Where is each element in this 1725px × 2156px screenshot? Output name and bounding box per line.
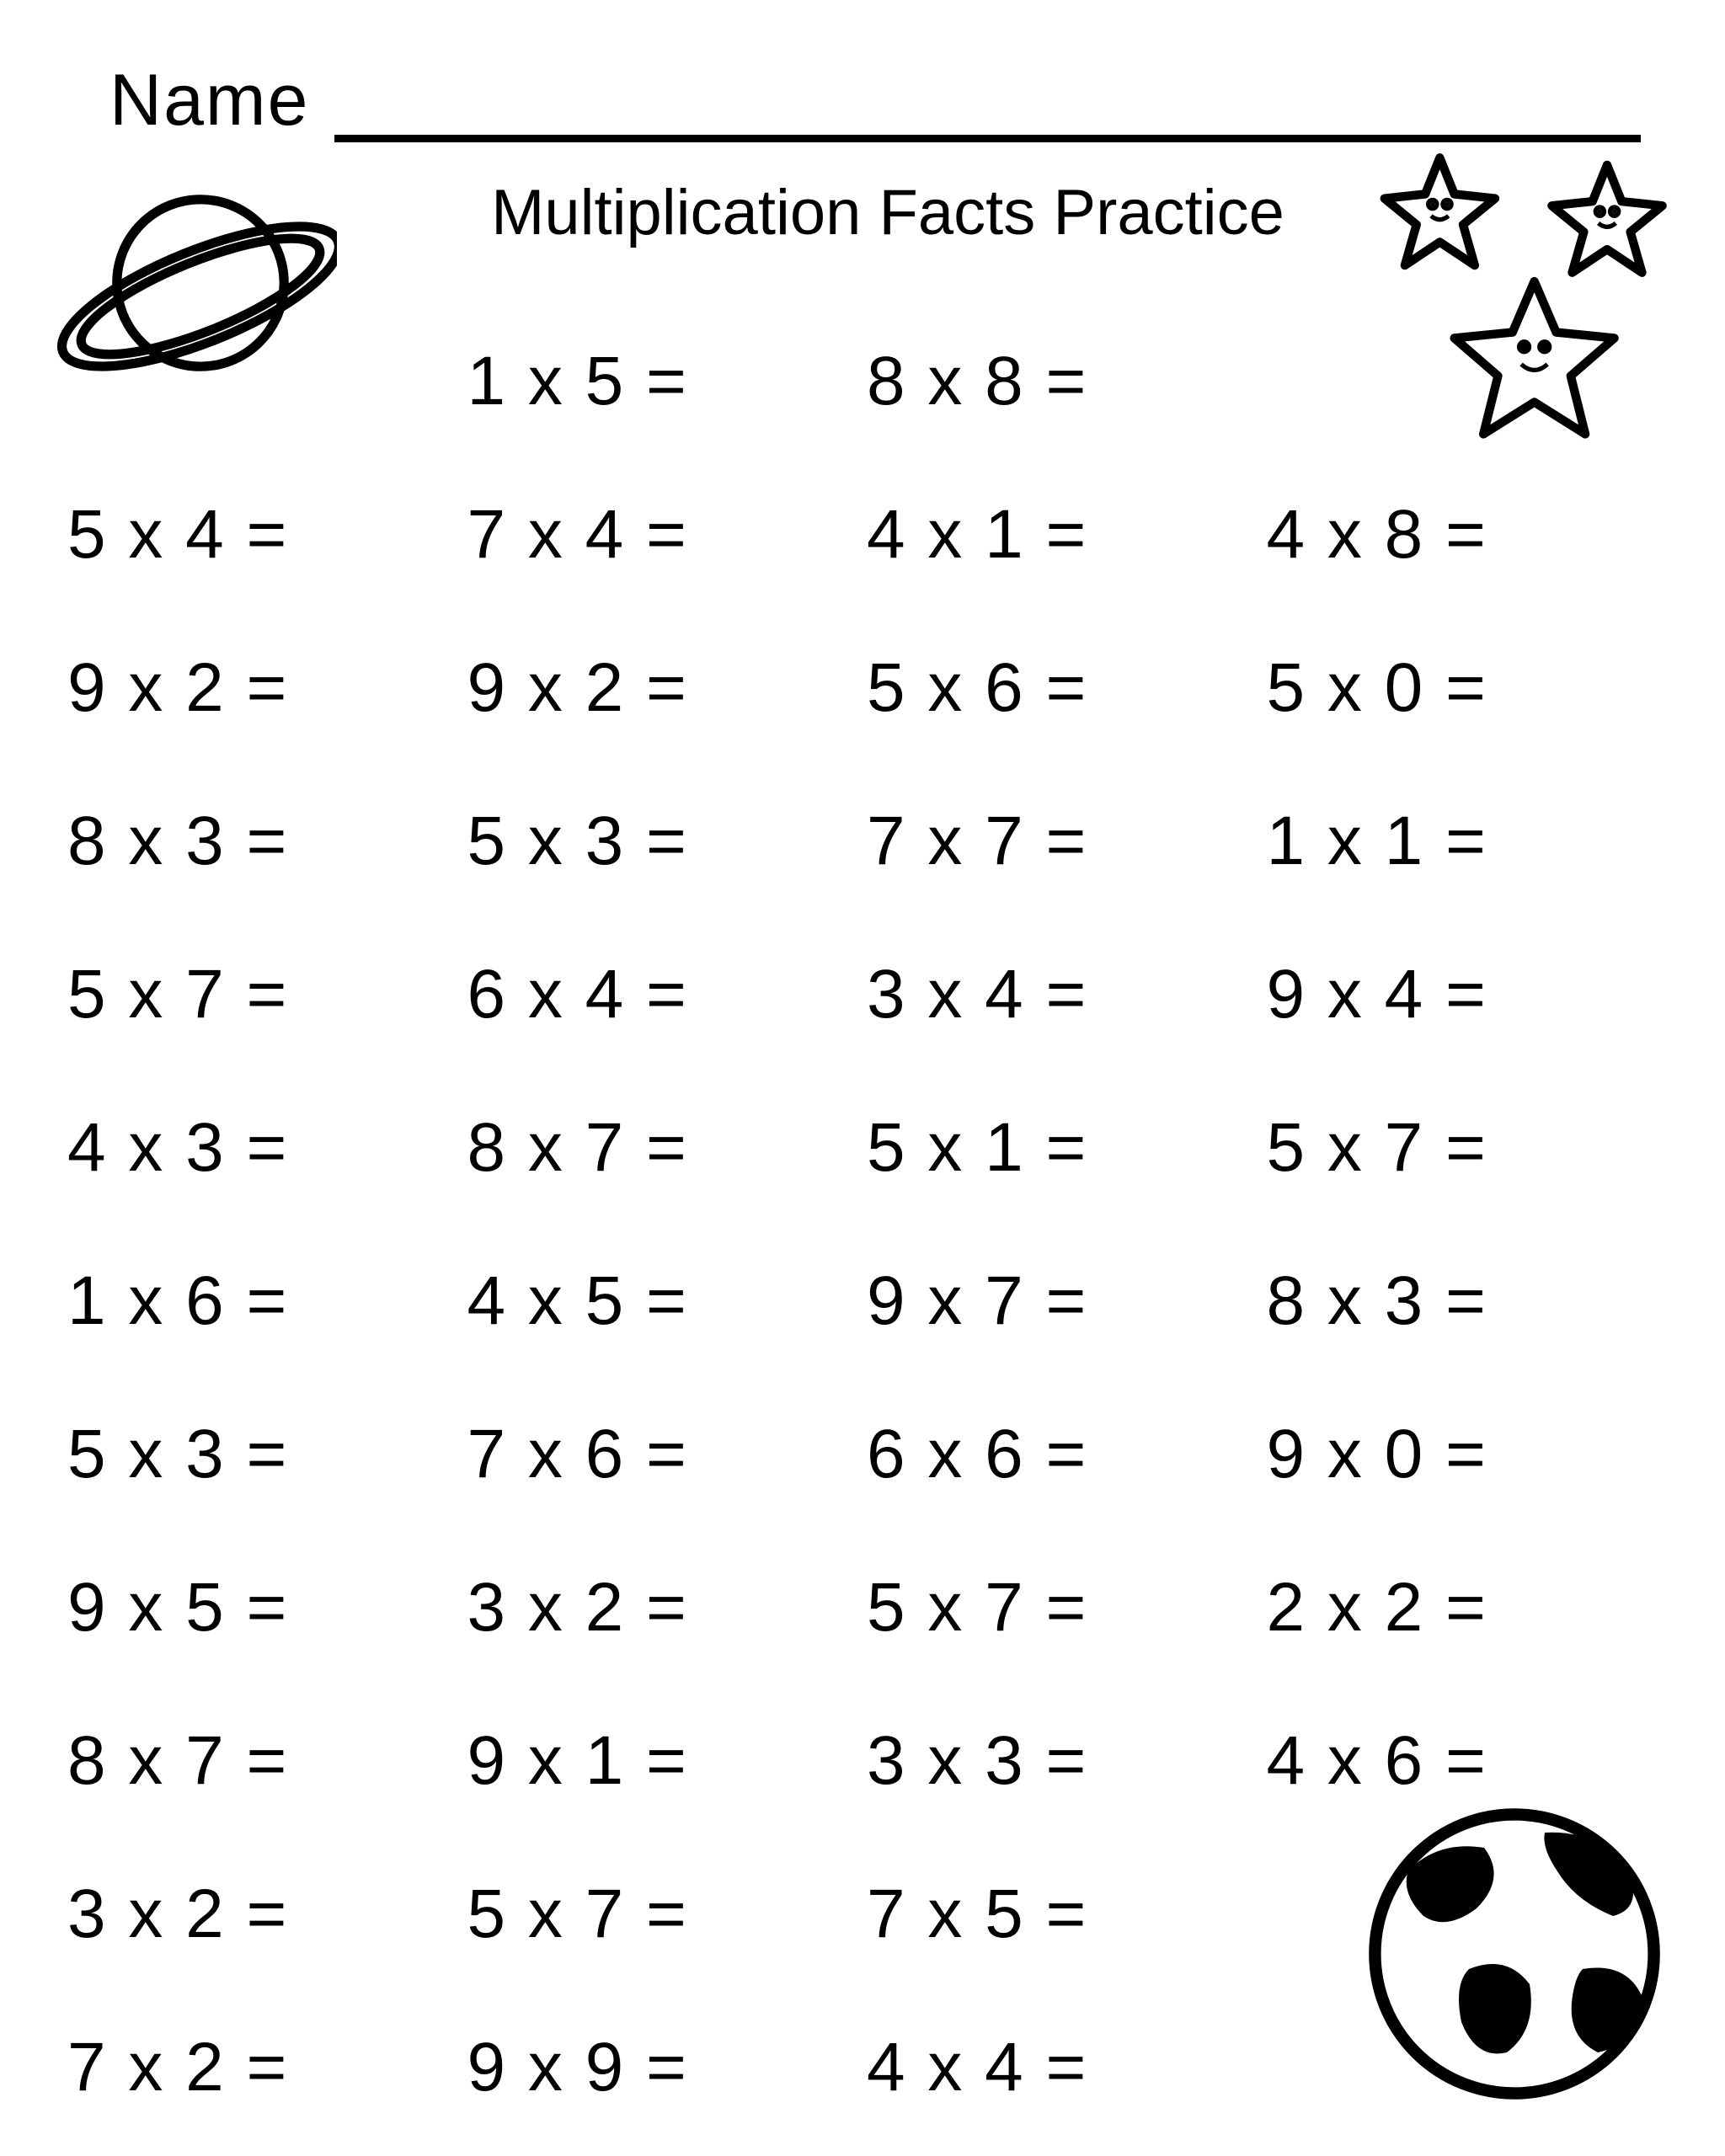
problem-cell: 2 x 2 = bbox=[1267, 1568, 1650, 1647]
planet-icon bbox=[51, 168, 337, 438]
problem-cell: 5 x 7 = bbox=[1267, 1108, 1650, 1187]
problem-cell: 7 x 7 = bbox=[867, 802, 1250, 881]
problem-cell: 8 x 7 = bbox=[67, 1721, 451, 1801]
problem-cell: 9 x 0 = bbox=[1267, 1415, 1650, 1494]
problem-cell: 4 x 5 = bbox=[467, 1262, 851, 1341]
problem-cell: 5 x 6 = bbox=[867, 648, 1250, 728]
problem-cell: 9 x 1 = bbox=[467, 1721, 851, 1801]
problem-cell: 5 x 3 = bbox=[67, 1415, 451, 1494]
problem-cell: 7 x 4 = bbox=[467, 495, 851, 574]
problem-cell: 4 x 1 = bbox=[867, 495, 1250, 574]
problem-cell: 5 x 0 = bbox=[1267, 648, 1650, 728]
earth-icon bbox=[1363, 1802, 1666, 2105]
problem-cell: 1 x 5 = bbox=[467, 342, 851, 421]
problem-cell: 7 x 6 = bbox=[467, 1415, 851, 1494]
problem-cell: 4 x 8 = bbox=[1267, 495, 1650, 574]
problem-cell: 5 x 7 = bbox=[867, 1568, 1250, 1647]
problem-cell: 3 x 4 = bbox=[867, 955, 1250, 1034]
problem-cell: 5 x 7 = bbox=[467, 1875, 851, 1954]
problem-cell: 4 x 3 = bbox=[67, 1108, 451, 1187]
name-label: Name bbox=[109, 59, 309, 142]
problem-cell: 3 x 3 = bbox=[867, 1721, 1250, 1801]
worksheet-page: Name Multiplication Facts Practice bbox=[0, 0, 1725, 2156]
problem-cell: 6 x 4 = bbox=[467, 955, 851, 1034]
stars-icon bbox=[1363, 143, 1691, 463]
problem-cell: 9 x 7 = bbox=[867, 1262, 1250, 1341]
problem-cell: 9 x 4 = bbox=[1267, 955, 1650, 1034]
problem-cell: 7 x 2 = bbox=[67, 2028, 451, 2107]
problem-cell: 4 x 6 = bbox=[1267, 1721, 1650, 1801]
problem-cell: 8 x 8 = bbox=[867, 342, 1250, 421]
problem-cell: 8 x 3 = bbox=[67, 802, 451, 881]
problem-cell: 5 x 3 = bbox=[467, 802, 851, 881]
problem-cell: 5 x 7 = bbox=[67, 955, 451, 1034]
problem-cell: 8 x 3 = bbox=[1267, 1262, 1650, 1341]
problem-cell: 1 x 1 = bbox=[1267, 802, 1650, 881]
problem-cell: 6 x 6 = bbox=[867, 1415, 1250, 1494]
problem-cell: 8 x 7 = bbox=[467, 1108, 851, 1187]
problem-cell: 3 x 2 = bbox=[467, 1568, 851, 1647]
problem-cell: 9 x 2 = bbox=[67, 648, 451, 728]
problem-cell: 4 x 4 = bbox=[867, 2028, 1250, 2107]
problem-cell: 9 x 5 = bbox=[67, 1568, 451, 1647]
problem-cell: 1 x 6 = bbox=[67, 1262, 451, 1341]
problem-cell: 9 x 2 = bbox=[467, 648, 851, 728]
problem-cell: 9 x 9 = bbox=[467, 2028, 851, 2107]
name-input-line[interactable] bbox=[334, 83, 1641, 142]
problem-cell: 5 x 1 = bbox=[867, 1108, 1250, 1187]
problem-cell: 7 x 5 = bbox=[867, 1875, 1250, 1954]
problem-cell: 3 x 2 = bbox=[67, 1875, 451, 1954]
problem-cell: 5 x 4 = bbox=[67, 495, 451, 574]
name-row: Name bbox=[67, 59, 1658, 142]
